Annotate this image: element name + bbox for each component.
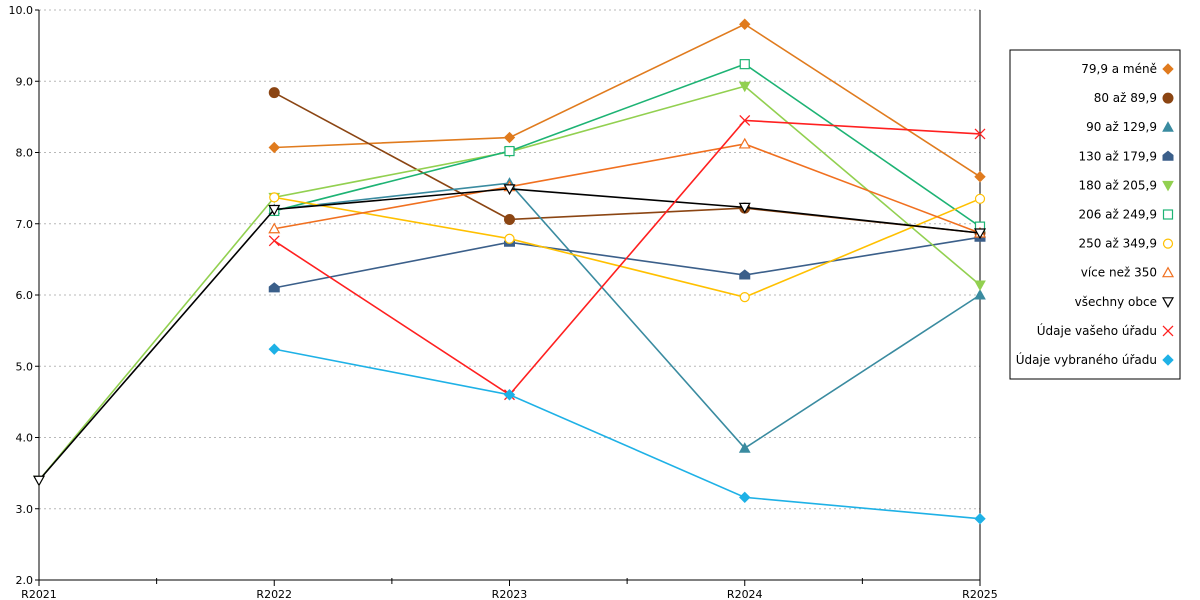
data-point: [503, 131, 516, 144]
data-point: [739, 114, 751, 126]
series-6: [269, 59, 986, 232]
data-point: [503, 389, 516, 401]
data-point: [739, 491, 751, 504]
series-line: [274, 182, 981, 450]
data-point: [974, 280, 986, 292]
data-point: [268, 222, 281, 234]
series-line: [274, 63, 981, 228]
data-point: [268, 141, 280, 154]
data-point: [504, 213, 515, 225]
series-11: [268, 343, 986, 525]
legend-marker: [1161, 297, 1175, 309]
y-tick-label: 2.0: [16, 574, 34, 587]
legend-label: více než 350: [1081, 266, 1157, 280]
data-point: [974, 193, 986, 204]
legend-marker: [1162, 150, 1174, 161]
data-point: [32, 475, 46, 487]
y-tick-label: 9.0: [16, 75, 34, 88]
series-line: [274, 196, 981, 298]
data-point: [974, 513, 986, 525]
legend-label: 130 až 179,9: [1078, 149, 1157, 163]
legend-label: 206 až 249,9: [1078, 208, 1157, 222]
legend-marker: [1162, 63, 1174, 75]
data-point: [738, 81, 751, 93]
series-7: [269, 192, 986, 303]
data-point: [504, 145, 515, 157]
y-tick-label: 5.0: [16, 360, 34, 373]
series-line: [274, 236, 981, 289]
legend-marker: [1162, 354, 1174, 366]
x-tick-label: R2023: [492, 588, 528, 600]
legend-label: 80 až 89,9: [1094, 91, 1157, 105]
data-point: [739, 18, 751, 30]
data-point: [268, 282, 280, 293]
legend-marker: [1162, 180, 1174, 192]
series-line: [38, 85, 981, 481]
series-1: [268, 18, 986, 183]
legend-label: Údaje vybraného úřadu: [1016, 352, 1157, 367]
data-point: [974, 128, 986, 140]
axes: 2.0 3.0 4.0 5.0 6.0 7.0 8.0 9.0 10.0 R2021 R2022 R2…: [9, 4, 998, 600]
legend-marker: [1162, 238, 1174, 249]
y-tick-label: 6.0: [16, 289, 34, 302]
series-group: [32, 18, 987, 525]
data-point: [974, 171, 986, 183]
series-9: [32, 184, 987, 487]
data-point: [739, 59, 750, 70]
series-line: [274, 143, 981, 234]
legend-label: 79,9 a méně: [1081, 62, 1157, 76]
legend: 79,9 a méně 80 až 89,9 90 až 129,9 130 až 1…: [1009, 49, 1181, 380]
data-point: [974, 288, 986, 300]
legend-label: Údaje vašeho úřadu: [1037, 323, 1157, 338]
data-point: [268, 343, 280, 355]
x-tick-label: R2025: [962, 588, 998, 600]
x-tick-label: R2022: [256, 588, 292, 600]
data-point: [504, 233, 515, 244]
series-line: [274, 23, 981, 178]
series-3: [268, 177, 986, 453]
y-tick-label: 10.0: [9, 4, 34, 17]
y-tick-label: 3.0: [16, 503, 34, 516]
y-tick-label: 4.0: [16, 432, 34, 445]
series-line: [274, 348, 981, 520]
legend-marker: [1162, 121, 1174, 132]
data-point: [739, 292, 750, 303]
y-tick-label: 8.0: [16, 147, 34, 160]
data-point: [738, 202, 751, 214]
legend-label: 90 až 129,9: [1086, 120, 1157, 134]
data-point: [973, 228, 987, 240]
data-point: [738, 137, 751, 149]
data-point: [269, 192, 280, 203]
legend-marker: [1161, 266, 1175, 278]
legend-marker: [1162, 209, 1174, 220]
x-tick-label: R2021: [21, 588, 57, 600]
data-point: [738, 442, 751, 453]
legend-label: 250 až 349,9: [1078, 237, 1157, 251]
data-point: [268, 87, 280, 99]
legend-marker: [1162, 92, 1174, 104]
data-point: [268, 235, 280, 247]
legend-label: všechny obce: [1075, 295, 1157, 309]
series-line: [273, 91, 981, 234]
x-tick-label: R2024: [727, 588, 763, 600]
y-tick-label: 7.0: [16, 218, 34, 231]
series-10: [268, 114, 986, 401]
data-point: [268, 204, 281, 216]
series-line: [273, 119, 981, 396]
legend-label: 180 až 205,9: [1078, 178, 1157, 192]
series-line: [38, 188, 981, 481]
data-point: [503, 184, 516, 196]
legend-marker: [1162, 325, 1174, 337]
legend-box: [1009, 49, 1181, 380]
data-point: [739, 269, 751, 280]
